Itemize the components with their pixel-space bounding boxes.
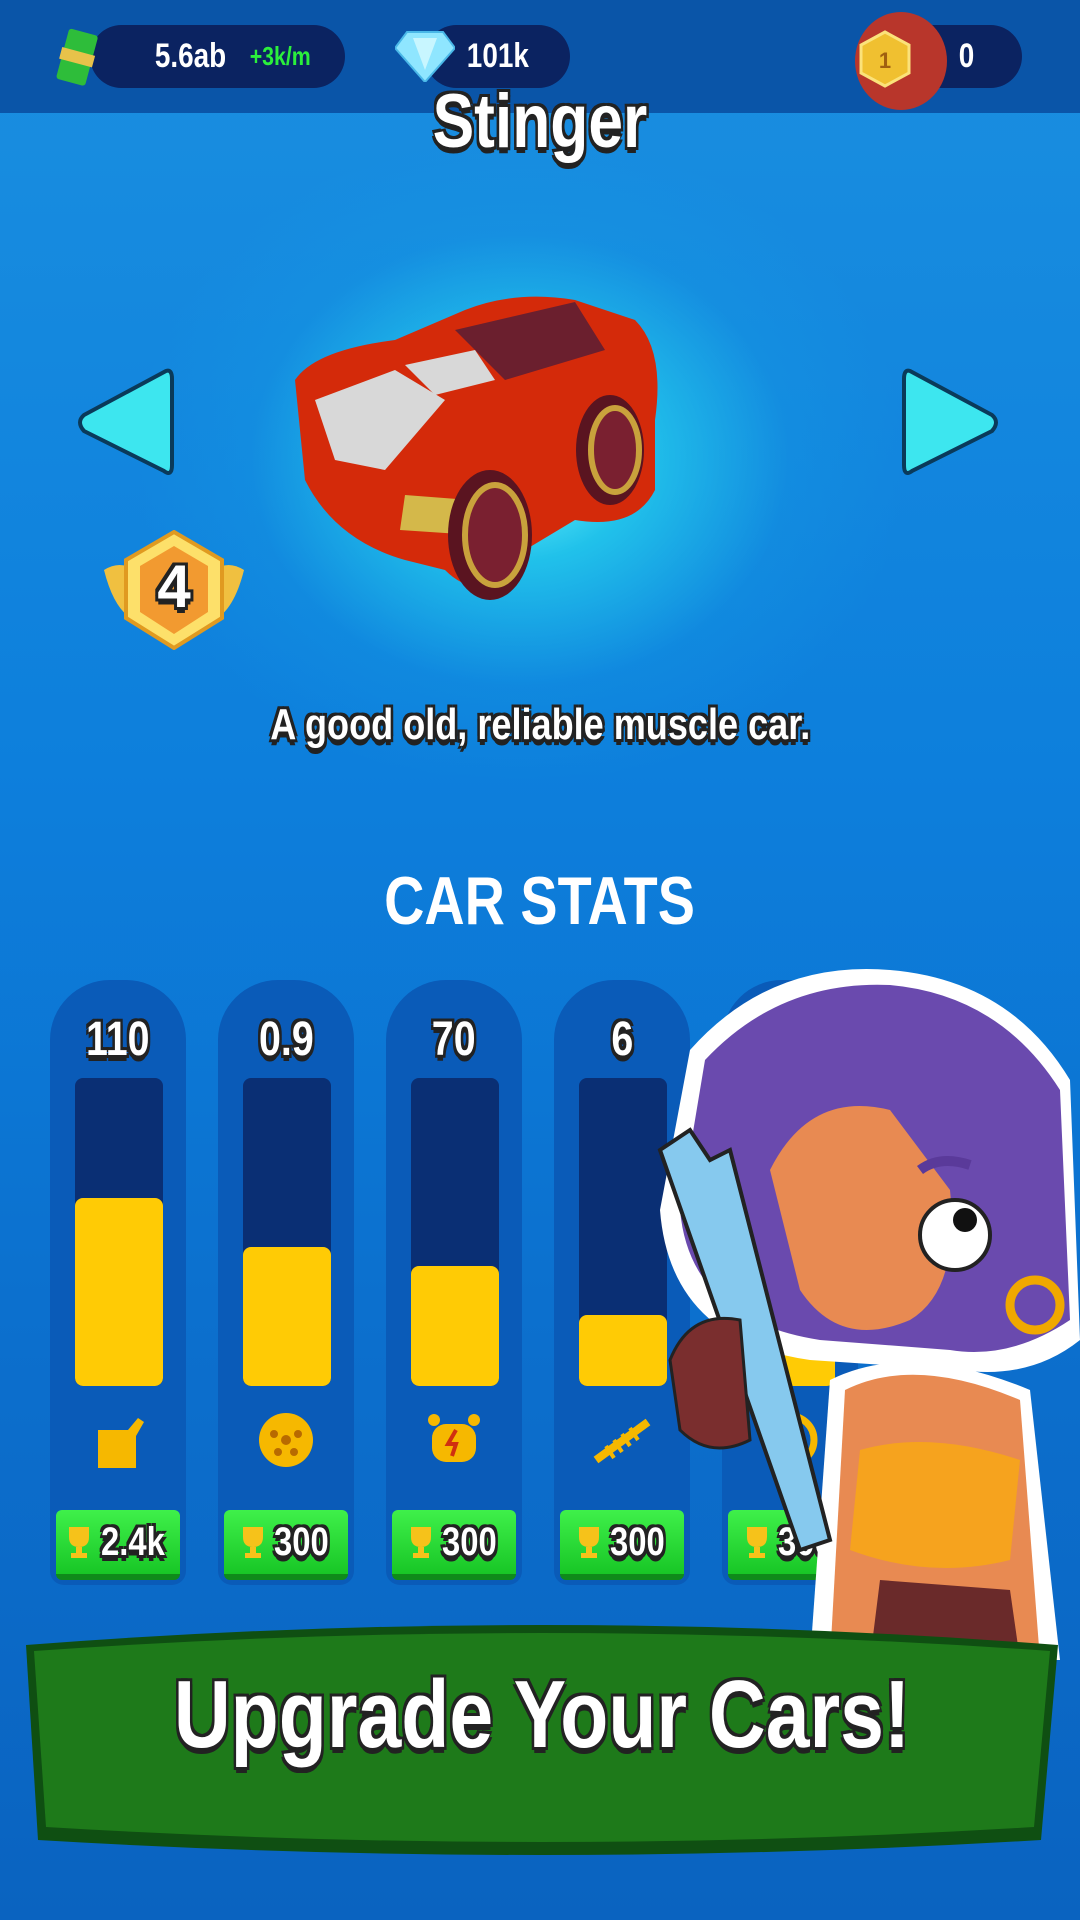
upgrade-price: 300 xyxy=(441,1519,497,1564)
winged-hexagon-icon xyxy=(104,529,244,651)
upgrade-button[interactable]: 2.4k xyxy=(56,1510,180,1580)
stat-column: 70 300 xyxy=(386,980,522,1585)
car-image xyxy=(295,296,658,600)
diamond-icon xyxy=(395,31,455,82)
rank-badge-number: 1 xyxy=(879,48,891,73)
gems-counter[interactable]: 101k xyxy=(425,25,570,88)
stat-bar xyxy=(411,1078,499,1386)
stat-value: 70 xyxy=(386,1012,522,1067)
fuel-can-icon xyxy=(98,1418,144,1468)
previous-car-button[interactable] xyxy=(76,365,174,480)
car-description-text: A good old, reliable muscle car. xyxy=(269,700,811,749)
stat-value-text: 70 xyxy=(432,1013,476,1066)
car-level-badge: 4 xyxy=(100,529,248,651)
stat-value: 6 xyxy=(554,1012,690,1067)
stat-value: 0.9 xyxy=(218,1012,354,1067)
trophy-icon xyxy=(410,1527,431,1558)
upgrade-banner-text: Upgrade Your Cars! xyxy=(26,1660,1058,1770)
upgrade-button[interactable]: 300 xyxy=(392,1510,516,1580)
cash-counter[interactable]: 5.6ab +3k/m xyxy=(90,25,345,88)
stat-value-text: 0.9 xyxy=(258,1013,314,1066)
stat-bar xyxy=(579,1078,667,1386)
upgrade-button[interactable]: 300 xyxy=(560,1510,684,1580)
top-bar: 5.6ab +3k/m 101k 0 1 xyxy=(0,0,1080,113)
stat-value-text: 6 xyxy=(611,1013,633,1066)
cash-value: 5.6ab xyxy=(154,37,227,75)
car-name: Stinger xyxy=(432,79,648,164)
upgrade-banner xyxy=(26,1625,1058,1855)
stat-column: 6 300 xyxy=(554,980,690,1585)
rank-badge-icon[interactable]: 1 xyxy=(855,30,915,90)
cash-stack-icon xyxy=(56,28,98,86)
stat-value: 110 xyxy=(50,1012,186,1067)
trophy-icon xyxy=(69,1527,90,1558)
stat-bar-fill xyxy=(243,1247,331,1386)
suspension-spring-icon xyxy=(593,1418,651,1464)
stat-bar xyxy=(75,1078,163,1386)
banner-label: Upgrade Your Cars! xyxy=(173,1661,911,1768)
mechanic-character-illustration xyxy=(657,969,1080,1660)
stat-column: 110 2.4k xyxy=(50,980,186,1585)
car-stats-title: CAR STATS xyxy=(384,863,696,939)
engine-icon xyxy=(428,1414,480,1462)
trophy-icon xyxy=(746,1527,767,1558)
car-description: A good old, reliable muscle car. xyxy=(0,700,1080,750)
stat-bar-fill xyxy=(579,1315,667,1386)
gems-value: 101k xyxy=(466,37,529,75)
trophies-value: 0 xyxy=(958,37,974,75)
stat-value-text: 110 xyxy=(86,1013,150,1066)
trophy-icon xyxy=(242,1527,263,1558)
car-level-number: 4 xyxy=(157,553,191,620)
upgrade-price: 2.4k xyxy=(101,1519,165,1564)
next-car-button[interactable] xyxy=(902,365,1000,480)
car-stats-heading: CAR STATS xyxy=(0,862,1080,940)
stat-bar-fill xyxy=(411,1265,499,1386)
stat-bar-fill xyxy=(75,1198,163,1386)
arrow-left-icon xyxy=(78,368,174,475)
trophy-icon xyxy=(578,1527,599,1558)
wheel-icon xyxy=(259,1413,313,1467)
upgrade-button[interactable]: 300 xyxy=(224,1510,348,1580)
arrow-right-icon xyxy=(902,368,998,475)
upgrade-price: 300 xyxy=(273,1519,329,1564)
cash-rate: +3k/m xyxy=(250,41,312,71)
car-name-title: Stinger xyxy=(0,78,1080,165)
stat-bar xyxy=(243,1078,331,1386)
upgrade-price: 300 xyxy=(609,1519,665,1564)
stat-column: 0.9 300 xyxy=(218,980,354,1585)
